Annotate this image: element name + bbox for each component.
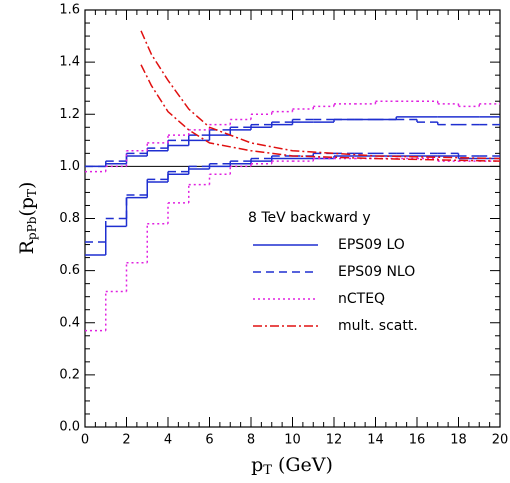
legend-label: mult. scatt.: [338, 318, 418, 334]
y-tick-label: 0.0: [59, 420, 80, 435]
y-tick-label: 1.4: [59, 55, 80, 70]
y-tick-label: 1.2: [59, 107, 80, 122]
x-tick-label: 4: [164, 433, 172, 448]
legend-label: EPS09 LO: [338, 237, 405, 253]
x-tick-label: 18: [450, 433, 467, 448]
x-tick-label: 6: [205, 433, 213, 448]
y-tick-label: 0.8: [59, 211, 80, 226]
x-tick-label: 2: [122, 433, 130, 448]
x-tick-label: 10: [284, 433, 301, 448]
y-tick-label: 1.0: [59, 159, 80, 174]
x-tick-label: 8: [247, 433, 255, 448]
y-tick-label: 0.4: [59, 315, 80, 330]
x-tick-label: 12: [326, 433, 343, 448]
x-axis-label: pT (GeV): [251, 454, 333, 478]
y-axis-label: RpPb(pT): [16, 182, 39, 255]
legend-title: 8 TeV backward y: [248, 210, 371, 226]
x-tick-label: 16: [409, 433, 426, 448]
y-tick-label: 0.6: [59, 263, 80, 278]
legend-label: nCTEQ: [338, 291, 385, 307]
x-tick-label: 20: [492, 433, 509, 448]
x-tick-label: 0: [81, 433, 89, 448]
curve: [140, 64, 501, 162]
legend-label: EPS09 NLO: [338, 264, 415, 280]
y-tick-label: 1.6: [59, 3, 80, 18]
curve: [140, 30, 501, 160]
y-tick-label: 0.2: [59, 367, 80, 382]
x-tick-label: 14: [367, 433, 384, 448]
